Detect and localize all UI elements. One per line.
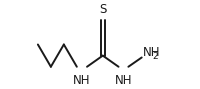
Text: NH: NH [143,46,160,59]
Text: S: S [99,3,106,16]
Text: 2: 2 [152,52,158,61]
Text: NH: NH [114,74,132,87]
Text: NH: NH [73,74,91,87]
